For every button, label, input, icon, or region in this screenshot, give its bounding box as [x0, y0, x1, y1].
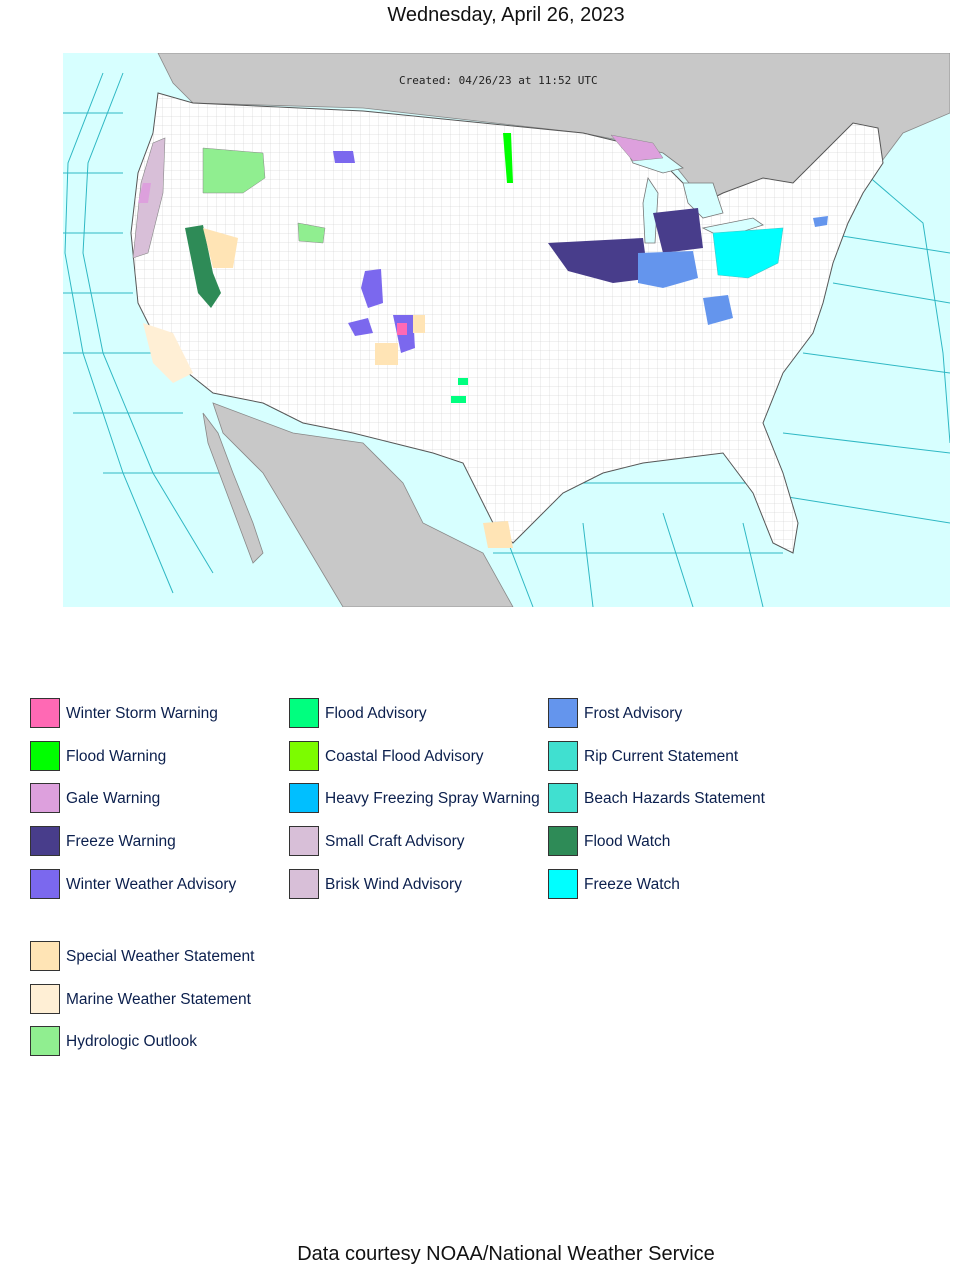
- special-weather-statement-area-3: [413, 315, 425, 333]
- marine-weather-statement-area: [143, 323, 193, 383]
- legend-label: Special Weather Statement: [66, 948, 255, 965]
- legend-swatch: [548, 783, 578, 814]
- legend-swatch: [289, 868, 319, 899]
- legend-label: Flood Advisory: [325, 705, 427, 722]
- hydrologic-outlook-area-1: [202, 147, 266, 194]
- flood-advisory-area-1: [458, 378, 468, 385]
- weather-alert-map: Created: 04/26/23 at 11:52 UTC: [63, 53, 950, 607]
- small-craft-advisory-area: [132, 137, 166, 259]
- legend-swatch: [30, 868, 60, 899]
- legend-swatch: [30, 826, 60, 857]
- gale-warning-area-2: [610, 134, 664, 162]
- us-map-graphic: [63, 53, 950, 607]
- legend-label: Winter Storm Warning: [66, 705, 218, 722]
- legend-label: Brisk Wind Advisory: [325, 875, 462, 893]
- legend-label: Coastal Flood Advisory: [325, 747, 484, 765]
- marine-zones: [63, 72, 950, 607]
- legend-swatch: [548, 740, 578, 771]
- frost-advisory-area-3: [813, 216, 828, 227]
- lake-michigan: [642, 176, 659, 244]
- legend-label: Flood Warning: [66, 747, 167, 765]
- legend-swatch: [30, 783, 60, 814]
- legend-swatch: [289, 740, 319, 771]
- freeze-warning-area-2: [653, 208, 703, 253]
- legend-swatch: [30, 1026, 60, 1057]
- freeze-warning-area-1: [548, 238, 653, 283]
- map-created-timestamp: Created: 04/26/23 at 11:52 UTC: [399, 74, 598, 87]
- legend-swatch: [30, 698, 60, 728]
- frost-advisory-area-2: [703, 295, 733, 325]
- alert-areas: [132, 133, 828, 548]
- legend-label: Heavy Freezing Spray Warning: [325, 790, 540, 808]
- special-weather-statement-area-4: [483, 521, 513, 548]
- legend-label: Freeze Warning: [66, 833, 176, 851]
- freeze-watch-area: [712, 227, 784, 279]
- legend-label: Beach Hazards Statement: [584, 790, 765, 808]
- legend-swatch: [548, 826, 578, 857]
- legend-swatch: [30, 740, 60, 771]
- data-credit-footer: Data courtesy NOAA/National Weather Serv…: [297, 1243, 715, 1265]
- legend-swatch: [289, 826, 319, 857]
- winter-weather-advisory-area-3: [333, 151, 355, 163]
- winter-storm-warning-area: [397, 323, 407, 335]
- legend-swatch: [289, 698, 319, 728]
- flood-watch-area: [185, 225, 221, 308]
- flood-advisory-area-2: [451, 396, 466, 403]
- special-weather-statement-area-1: [203, 228, 238, 268]
- legend-label: Small Craft Advisory: [325, 833, 465, 851]
- legend-swatch: [30, 983, 60, 1014]
- mexico-land: [212, 402, 514, 607]
- legend-label: Freeze Watch: [584, 875, 680, 893]
- legend-swatch: [289, 783, 319, 814]
- baja-land: [202, 412, 264, 564]
- gale-warning-area: [138, 183, 151, 203]
- flood-warning-area: [503, 133, 513, 183]
- legend-label: Frost Advisory: [584, 705, 683, 722]
- legend-label: Marine Weather Statement: [66, 990, 251, 1008]
- lake-huron: [682, 182, 724, 219]
- frost-advisory-area-1: [638, 251, 698, 288]
- legend-label: Gale Warning: [66, 790, 161, 808]
- legend-label: Hydrologic Outlook: [66, 1033, 197, 1051]
- legend-swatch: [548, 868, 578, 899]
- legend-label: Winter Weather Advisory: [66, 875, 237, 893]
- legend-label: Rip Current Statement: [584, 747, 739, 765]
- page-date: Wednesday, April 26, 2023: [387, 4, 625, 26]
- legend-swatch: [30, 941, 60, 971]
- winter-weather-advisory-area-1: [361, 269, 383, 308]
- special-weather-statement-area-2: [375, 343, 398, 365]
- legend-swatch: [548, 698, 578, 728]
- hydrologic-outlook-area-2: [297, 222, 326, 244]
- legend-label: Flood Watch: [584, 833, 671, 851]
- winter-weather-advisory-area-2: [348, 318, 373, 336]
